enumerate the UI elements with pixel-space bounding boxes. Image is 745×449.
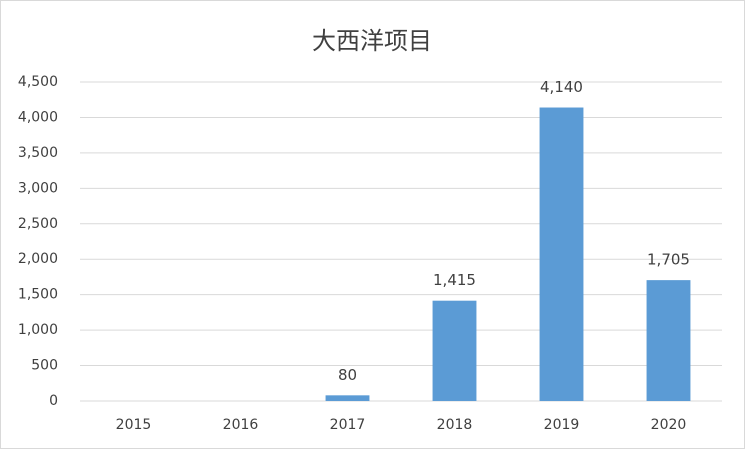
y-tick-label: 0 bbox=[49, 393, 58, 409]
y-tick-label: 3,000 bbox=[18, 180, 58, 196]
x-tick-label: 2015 bbox=[116, 417, 152, 433]
y-tick-label: 1,000 bbox=[18, 322, 58, 338]
x-tick-label: 2017 bbox=[330, 417, 366, 433]
value-label: 1,705 bbox=[647, 251, 690, 269]
y-tick-label: 2,000 bbox=[18, 251, 58, 267]
value-label: 1,415 bbox=[433, 271, 476, 289]
x-tick-label: 2020 bbox=[651, 417, 687, 433]
y-tick-label: 3,500 bbox=[18, 145, 58, 161]
value-label: 4,140 bbox=[540, 78, 583, 96]
x-tick-label: 2019 bbox=[544, 417, 580, 433]
chart-title: 大西洋项目 bbox=[312, 27, 432, 55]
value-label: 80 bbox=[338, 366, 357, 384]
y-tick-label: 1,500 bbox=[18, 287, 58, 303]
bar bbox=[432, 300, 477, 401]
bar bbox=[646, 280, 691, 401]
bar bbox=[325, 395, 370, 401]
y-tick-label: 4,000 bbox=[18, 109, 58, 125]
x-tick-label: 2016 bbox=[223, 417, 259, 433]
x-tick-label: 2018 bbox=[437, 417, 473, 433]
y-tick-label: 500 bbox=[31, 358, 58, 374]
y-tick-label: 4,500 bbox=[18, 74, 58, 90]
y-tick-label: 2,500 bbox=[18, 216, 58, 232]
bar bbox=[539, 107, 584, 402]
